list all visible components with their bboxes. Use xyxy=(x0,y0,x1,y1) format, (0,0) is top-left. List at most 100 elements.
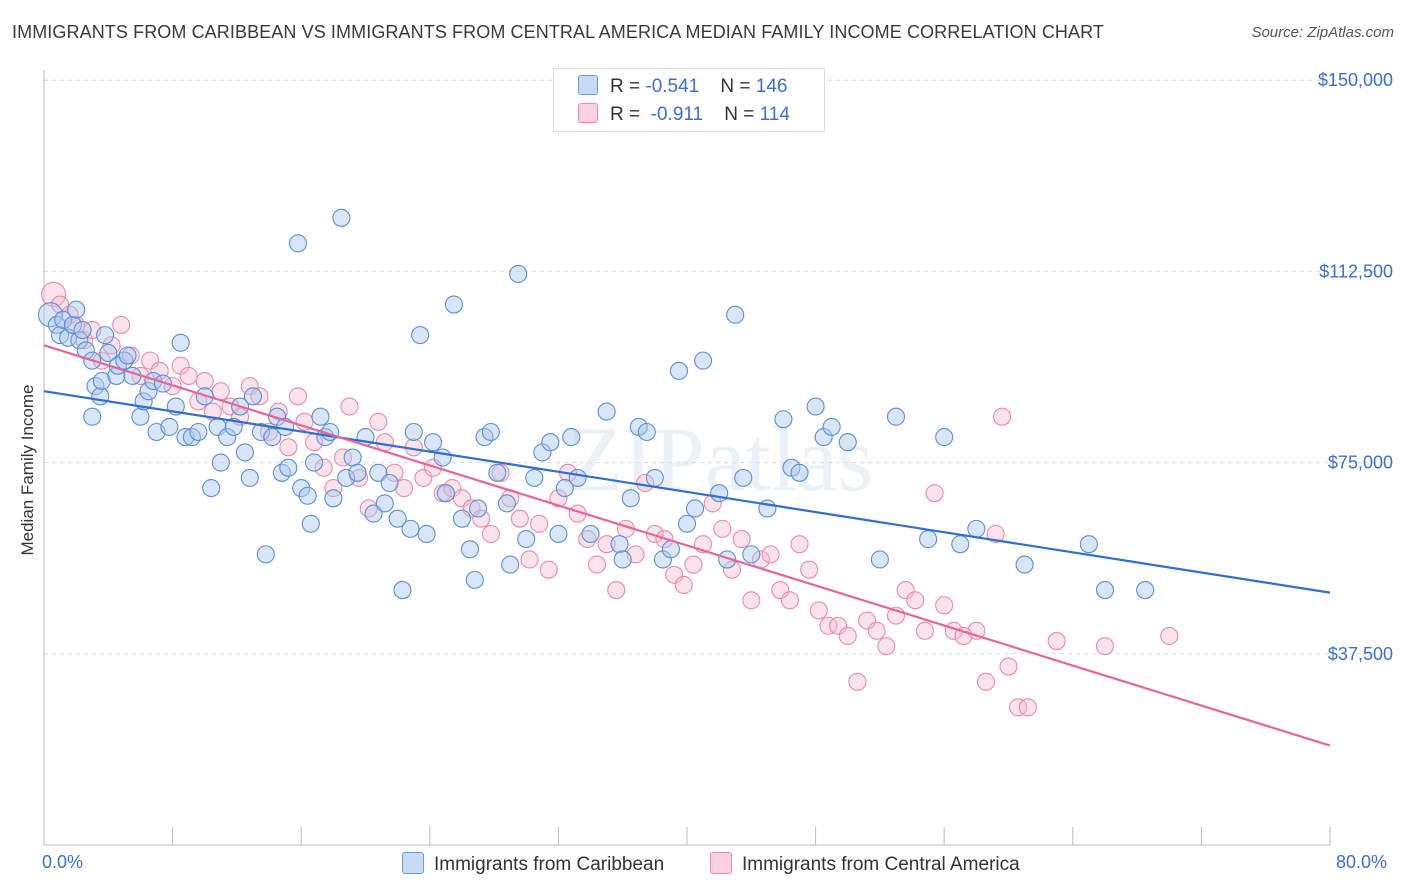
central-america-point xyxy=(578,530,597,549)
caribbean-point xyxy=(404,422,423,442)
legend-r-value: -0.541 xyxy=(645,76,700,97)
central-america-point xyxy=(375,433,394,452)
caribbean-point xyxy=(581,524,600,544)
caribbean-point xyxy=(189,422,208,442)
central-america-point xyxy=(279,438,298,457)
chart-title: IMMIGRANTS FROM CARIBBEAN VS IMMIGRANTS … xyxy=(12,22,1105,42)
caribbean-point xyxy=(710,484,729,503)
caribbean-point xyxy=(685,499,705,518)
legend-n-label: N = xyxy=(724,104,760,125)
caribbean-legend-swatch xyxy=(402,852,424,874)
legend-n-value: 146 xyxy=(755,76,788,97)
caribbean-point xyxy=(734,468,753,487)
caribbean-point xyxy=(806,397,825,416)
caribbean-point xyxy=(822,417,841,436)
axes xyxy=(43,70,1331,846)
legend-r-label: R = xyxy=(610,104,646,125)
caribbean-point xyxy=(726,305,745,324)
central-america-point xyxy=(867,621,886,640)
caribbean-point xyxy=(568,468,587,487)
central-america-point xyxy=(999,657,1018,676)
caribbean-points xyxy=(37,208,1155,600)
central-america-point xyxy=(1009,698,1028,717)
central-america-point xyxy=(250,387,269,406)
caribbean-point xyxy=(694,351,713,370)
caribbean-point xyxy=(118,346,137,365)
caribbean-point xyxy=(1136,581,1155,600)
caribbean-point xyxy=(597,402,616,421)
caribbean-point xyxy=(393,581,412,600)
caribbean-point xyxy=(677,514,697,533)
legend-r-value: -0.911 xyxy=(645,104,704,125)
central-america-point xyxy=(481,524,500,544)
caribbean-point xyxy=(380,473,399,493)
caribbean-point xyxy=(411,326,430,345)
central-america-point xyxy=(369,412,388,431)
caribbean-point xyxy=(171,333,190,352)
central-america-point xyxy=(340,397,359,416)
central-america-point xyxy=(674,575,693,595)
caribbean-point xyxy=(468,499,488,518)
caribbean-point xyxy=(541,433,560,452)
caribbean-point xyxy=(423,433,443,452)
caribbean-point xyxy=(436,484,455,503)
central-america-point xyxy=(1018,698,1037,717)
caribbean-point xyxy=(525,468,544,487)
central-america-point xyxy=(549,489,568,508)
caribbean-point xyxy=(67,300,86,319)
caribbean-point xyxy=(99,343,118,363)
y-tick-labels: $37,500 $75,000 $112,500 $150,000 xyxy=(1318,70,1393,664)
y-tick-label: $112,500 xyxy=(1319,261,1393,281)
central-america-point xyxy=(587,555,607,574)
legend-r-label: R = xyxy=(610,76,646,97)
caribbean-point xyxy=(243,387,263,406)
central-america-point xyxy=(288,387,308,406)
central-america-point xyxy=(915,621,934,640)
caribbean-point xyxy=(401,519,420,538)
central-america-point xyxy=(41,281,67,307)
central-america-point xyxy=(112,315,131,334)
central-america-point xyxy=(986,524,1005,544)
watermark: ZIPatlas xyxy=(567,408,874,510)
caribbean-point xyxy=(292,479,311,498)
caribbean-point xyxy=(263,428,282,447)
caribbean-point xyxy=(497,494,517,513)
caribbean-point xyxy=(774,410,793,429)
caribbean-point xyxy=(951,535,970,554)
source-label: Source: ZipAtlas.com xyxy=(1251,24,1394,41)
caribbean-point xyxy=(160,417,179,436)
caribbean-point xyxy=(488,463,507,482)
caribbean-point xyxy=(202,479,221,498)
central-america-point xyxy=(713,519,732,538)
central-america-legend-swatch xyxy=(710,852,732,874)
caribbean-point xyxy=(96,326,115,345)
caribbean-point xyxy=(343,448,362,467)
caribbean-point xyxy=(621,489,640,508)
x-max-label: 80.0% xyxy=(1336,852,1388,872)
central-america-point xyxy=(385,463,404,482)
central-america-point xyxy=(359,499,378,518)
caribbean-trend-line xyxy=(43,390,1331,594)
caribbean-point xyxy=(311,407,330,426)
y-tick-label: $37,500 xyxy=(1328,644,1393,664)
y-axis-label: Median Family Income xyxy=(18,384,37,556)
caribbean-point xyxy=(83,407,102,426)
central-america-legend-label: Immigrants from Central America xyxy=(742,854,1020,875)
caribbean-point xyxy=(332,208,351,227)
caribbean-point xyxy=(645,468,664,487)
y-tick-label: $75,000 xyxy=(1328,453,1393,473)
central-america-point xyxy=(510,509,529,528)
caribbean-point xyxy=(388,509,407,528)
caribbean-point xyxy=(1015,555,1034,574)
caribbean-point xyxy=(886,407,906,426)
caribbean-point xyxy=(92,371,111,391)
caribbean-swatch xyxy=(578,75,598,95)
caribbean-point xyxy=(452,509,472,528)
caribbean-point xyxy=(37,302,63,328)
caribbean-point xyxy=(838,433,857,452)
central-america-point xyxy=(906,591,925,610)
central-america-point xyxy=(607,581,626,600)
caribbean-point xyxy=(73,320,92,340)
central-america-point xyxy=(732,530,751,549)
